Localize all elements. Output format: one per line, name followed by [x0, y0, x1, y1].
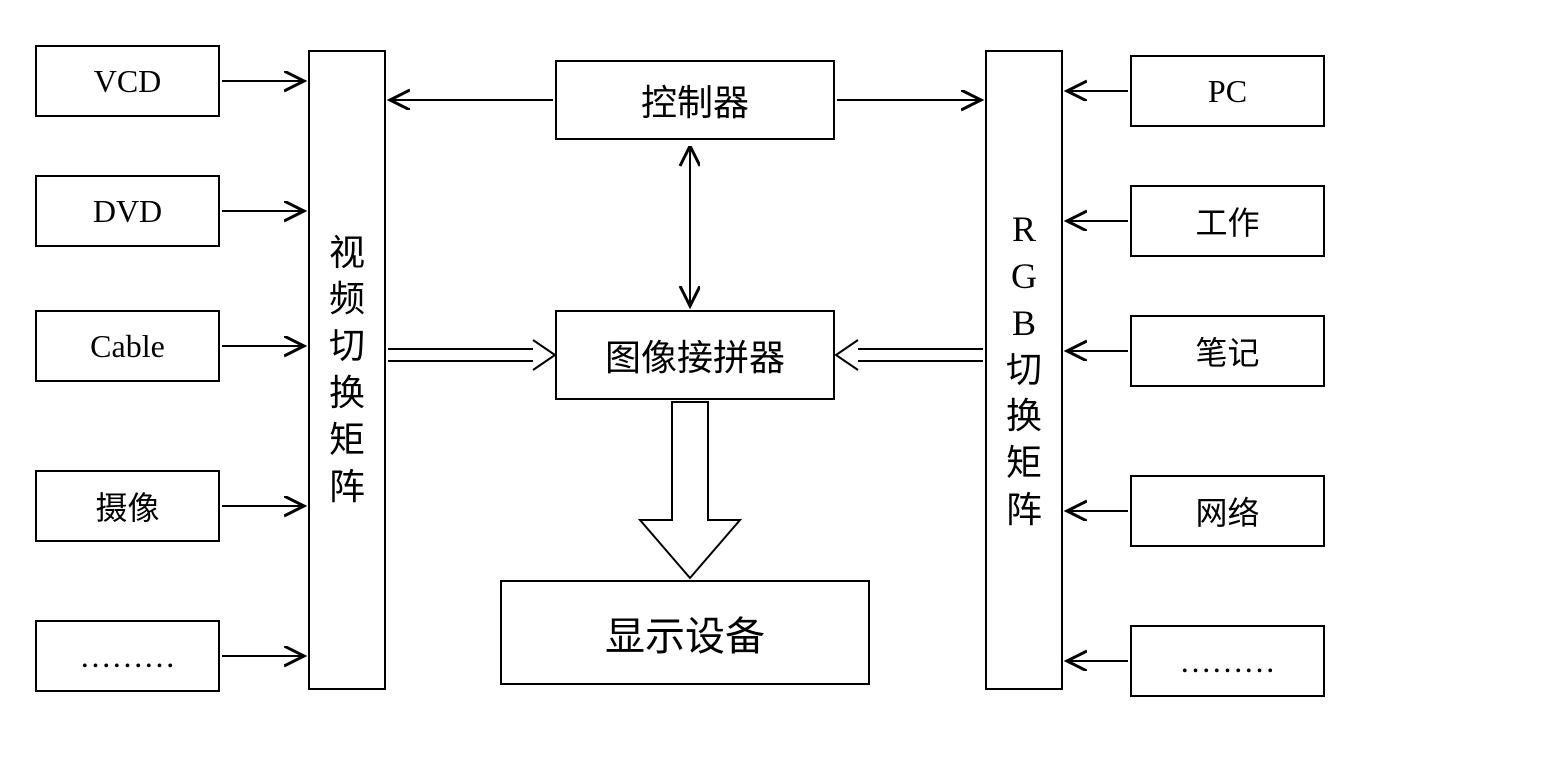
source-pc: PC [1130, 55, 1325, 127]
source-cable: Cable [35, 310, 220, 382]
char: 阵 [329, 464, 365, 511]
char: B [1012, 300, 1036, 347]
label: 摄像 [95, 483, 159, 529]
char: 矩 [1006, 440, 1042, 487]
label: 笔记 [1195, 328, 1259, 374]
source-dvd: DVD [35, 175, 220, 247]
label: 网络 [1195, 488, 1259, 534]
label: Cable [90, 328, 165, 365]
video-switch-matrix: 视 频 切 换 矩 阵 [308, 50, 386, 690]
hollow-arrow-right-to-splicer [836, 340, 983, 370]
label: 工作 [1195, 198, 1259, 244]
label: ……… [80, 638, 176, 675]
label: 控制器 [641, 74, 749, 126]
label: ……… [1180, 643, 1276, 680]
controller: 控制器 [555, 60, 835, 140]
source-vcd: VCD [35, 45, 220, 117]
char: G [1011, 253, 1037, 300]
image-splicer: 图像接拼器 [555, 310, 835, 400]
char: 视 [329, 230, 365, 277]
char: 换 [1006, 393, 1042, 440]
label: PC [1208, 73, 1247, 110]
char: 阵 [1006, 487, 1042, 534]
source-more-left: ……… [35, 620, 220, 692]
label: 显示设备 [605, 604, 765, 662]
display-device: 显示设备 [500, 580, 870, 685]
source-camera: 摄像 [35, 470, 220, 542]
label: 图像接拼器 [605, 329, 785, 381]
char: R [1012, 206, 1036, 253]
rgb-switch-matrix: R G B 切 换 矩 阵 [985, 50, 1063, 690]
hollow-arrow-left-to-splicer [388, 340, 555, 370]
label: DVD [93, 193, 162, 230]
char: 切 [329, 323, 365, 370]
source-notebook: 笔记 [1130, 315, 1325, 387]
source-more-right: ……… [1130, 625, 1325, 697]
char: 频 [329, 276, 365, 323]
source-workstation: 工作 [1130, 185, 1325, 257]
char: 换 [329, 370, 365, 417]
source-network: 网络 [1130, 475, 1325, 547]
char: 切 [1006, 347, 1042, 394]
char: 矩 [329, 417, 365, 464]
hollow-arrow-splicer-to-display [640, 402, 740, 578]
label: VCD [94, 63, 162, 100]
